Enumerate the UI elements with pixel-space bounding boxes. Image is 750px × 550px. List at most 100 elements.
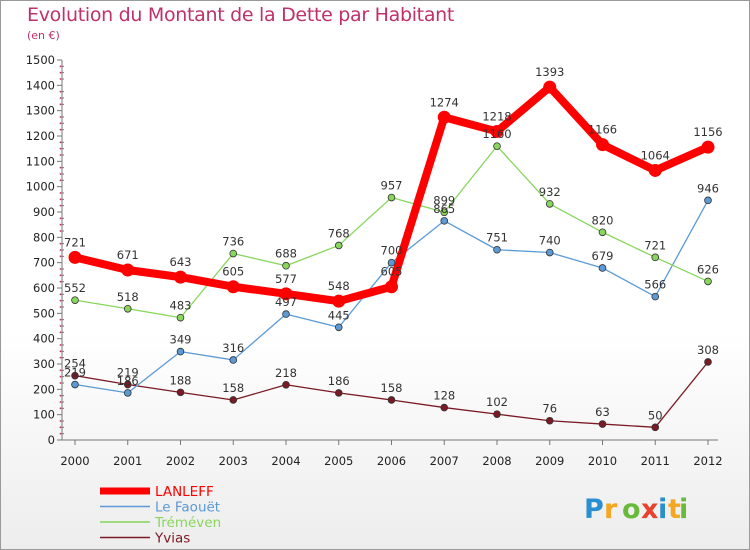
data-point-lanleff (648, 163, 662, 177)
x-tick-label: 2005 (324, 454, 353, 468)
data-point-le-faouet (229, 356, 238, 364)
data-point-yvias (493, 410, 501, 418)
data-point-lanleff (332, 294, 346, 308)
data-point-tremeven (123, 304, 132, 313)
data-point-yvias (598, 420, 607, 428)
data-label-tremeven: 518 (117, 290, 139, 304)
legend-label-le-faouet: Le Faouët (155, 500, 220, 516)
data-label-tremeven: 552 (64, 281, 86, 295)
y-minor-dot (59, 179, 62, 182)
x-tick-label: 2000 (60, 454, 89, 468)
logo-letter: o (622, 494, 641, 525)
data-point-yvias (440, 403, 449, 412)
logo-letter: x (641, 494, 658, 525)
y-minor-dot (59, 382, 62, 384)
y-tick-label: 1400 (26, 78, 55, 92)
data-point-le-faouet (334, 323, 343, 332)
data-point-yvias (334, 389, 343, 397)
data-point-yvias (282, 380, 290, 389)
data-label-yvias: 254 (64, 357, 86, 371)
data-point-le-faouet (493, 245, 501, 254)
data-label-lanleff: 1274 (430, 95, 459, 109)
y-tick-label: 500 (33, 306, 55, 320)
data-point-lanleff (68, 250, 82, 264)
x-tick-label: 2012 (693, 454, 722, 468)
data-label-yvias: 188 (170, 373, 192, 387)
data-label-yvias: 102 (486, 395, 508, 409)
y-minor-dot (59, 432, 62, 435)
data-label-yvias: 219 (117, 366, 139, 380)
data-point-le-faouet (704, 196, 712, 205)
data-label-tremeven: 932 (539, 185, 561, 199)
data-point-yvias (71, 371, 79, 380)
data-point-lanleff (385, 280, 398, 294)
data-label-le-faouet: 316 (222, 341, 244, 355)
y-minor-dot (59, 255, 62, 258)
data-point-le-faouet (123, 389, 132, 397)
y-minor-dot (59, 192, 62, 194)
y-minor-dot (59, 65, 62, 68)
data-label-tremeven: 688 (275, 247, 297, 261)
data-point-tremeven (334, 241, 343, 250)
x-tick-label: 2007 (430, 454, 459, 468)
data-label-lanleff: 721 (64, 235, 86, 249)
y-minor-dot (59, 103, 62, 106)
data-label-yvias: 128 (433, 389, 455, 403)
data-point-tremeven (598, 228, 607, 237)
data-label-le-faouet: 566 (644, 278, 666, 292)
y-minor-dot (59, 375, 62, 378)
y-minor-dot (59, 401, 62, 403)
y-tick-label: 700 (33, 256, 55, 270)
data-label-le-faouet: 349 (170, 333, 192, 347)
data-label-tremeven: 626 (697, 262, 719, 276)
x-tick-label: 2004 (271, 454, 300, 468)
data-point-tremeven (651, 253, 660, 262)
y-minor-dot (59, 166, 62, 169)
x-tick-label: 2009 (535, 454, 564, 468)
data-label-yvias: 186 (328, 374, 350, 388)
data-point-lanleff (596, 138, 609, 152)
data-label-lanleff: 605 (381, 265, 403, 279)
y-tick-label: 600 (33, 281, 55, 295)
legend-label-lanleff: LANLEFF (155, 484, 214, 500)
data-label-tremeven: 721 (644, 238, 666, 252)
x-tick-label: 2010 (588, 454, 617, 468)
data-label-tremeven: 820 (592, 213, 614, 227)
y-minor-dot (59, 325, 62, 327)
y-tick-label: 100 (33, 408, 55, 422)
x-tick-label: 2003 (219, 454, 248, 468)
data-points (68, 80, 715, 432)
y-minor-dot (59, 293, 62, 296)
data-label-le-faouet: 700 (381, 244, 403, 258)
y-minor-dot (59, 268, 62, 270)
data-label-yvias: 158 (222, 381, 244, 395)
y-tick-label: 1500 (26, 53, 55, 67)
data-label-yvias: 50 (648, 408, 663, 422)
y-minor-dot (59, 90, 62, 93)
y-minor-dot (59, 280, 62, 283)
data-point-yvias (704, 358, 712, 366)
y-minor-dot (59, 223, 62, 226)
data-label-le-faouet: 445 (328, 308, 350, 322)
data-point-yvias (387, 396, 396, 404)
logo-letter: r (604, 494, 618, 525)
y-minor-dot (59, 306, 62, 308)
logo-letter: t (668, 494, 681, 525)
data-label-lanleff: 643 (170, 255, 192, 269)
data-point-yvias (123, 380, 132, 389)
data-point-lanleff (279, 287, 293, 301)
data-label-lanleff: 577 (275, 272, 297, 286)
data-point-lanleff (701, 140, 715, 154)
y-minor-dot (59, 249, 62, 251)
y-minor-dot (59, 356, 62, 359)
y-minor-dot (59, 274, 62, 277)
axes: 0 100 200 300 400 500 600 700 800 900 1000 1100 1200… (26, 53, 723, 468)
data-label-lanleff: 1218 (482, 109, 511, 123)
data-point-tremeven (282, 261, 290, 270)
data-label-lanleff: 1166 (588, 123, 617, 137)
data-point-le-faouet (282, 310, 290, 318)
y-tick-label: 1100 (26, 154, 55, 168)
